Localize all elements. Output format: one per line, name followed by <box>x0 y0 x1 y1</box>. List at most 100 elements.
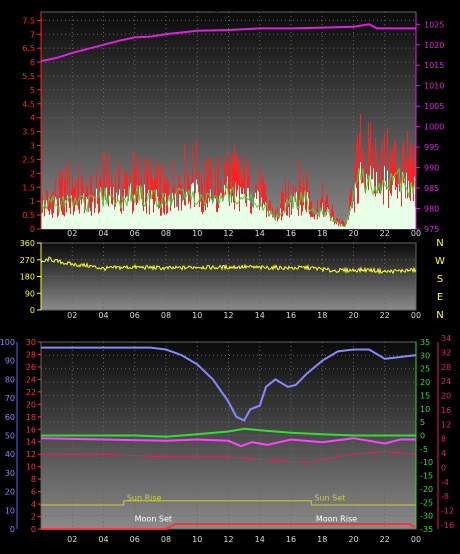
direction-tick-label: 180 <box>20 273 35 282</box>
direction-tick-label: 90 <box>25 289 35 298</box>
windspeed-tick-label: 1 <box>30 197 35 206</box>
sun-annotation: Sun Set <box>314 493 345 502</box>
windspeed-series <box>40 113 416 229</box>
time-tick-label: 10 <box>192 535 202 544</box>
windspeed-tick-label: 3 <box>30 142 35 151</box>
rain-tick-label: 20 <box>26 400 36 409</box>
rain-tick-label: 16 <box>26 425 36 434</box>
indoor-temp-line <box>41 450 417 463</box>
humidity-tick-label: 60 <box>5 413 15 422</box>
time-axis: 02 02 02 04 04 04 06 06 06 08 08 08 10 10 10 12 12 12 14 14… <box>67 229 421 544</box>
time-tick-label: 08 <box>161 535 171 544</box>
humidity-tick-label: 100 <box>0 338 15 347</box>
humidity-tick-label: 70 <box>5 394 15 403</box>
barometer-tick-label: 1015 <box>424 61 444 70</box>
barometer-tick-label: 975 <box>424 225 439 234</box>
temperature-tick-label: -10 <box>420 458 433 467</box>
dew-tick-label: -16 <box>441 521 454 530</box>
barometer-tick-label: 985 <box>424 184 439 193</box>
dew-tick-label: 34 <box>441 334 451 343</box>
temperature-tick-label: -20 <box>420 485 433 494</box>
time-tick-label: 06 <box>130 229 140 238</box>
temperature-tick-label: -35 <box>420 525 433 534</box>
rain-tick-label: 12 <box>26 450 36 459</box>
moon-annotation: Moon Set <box>135 515 172 524</box>
compass-letter: S <box>437 274 443 285</box>
humidity-tick-label: 20 <box>5 488 15 497</box>
direction-axis: 0 90 180 270 360 <box>20 239 42 315</box>
temperature-label: Temperature [°C] <box>311 322 398 333</box>
time-tick-label: 12 <box>223 535 233 544</box>
windspeed-tick-label: 1.5 <box>22 183 35 192</box>
temperature-line <box>41 427 416 438</box>
temperature-tick-label: -15 <box>420 472 433 481</box>
time-tick-label: 04 <box>98 535 108 544</box>
windspeed-tick-label: 4 <box>30 114 35 123</box>
time-tick-label: 00 <box>411 535 421 544</box>
dew-tick-label: 16 <box>441 406 451 415</box>
humidity-tick-label: 30 <box>5 469 15 478</box>
rain-tick-label: 14 <box>26 438 36 447</box>
rain-tick-label: 8 <box>31 475 36 484</box>
dew-point-line <box>40 437 416 448</box>
barometer-tick-label: 1000 <box>424 123 444 132</box>
moon-annotation: Moon Rise <box>316 515 357 524</box>
humidity-tick-label: 90 <box>5 357 15 366</box>
temperature-tick-label: 30 <box>420 351 430 360</box>
rain-tick-label: 28 <box>26 350 36 359</box>
indoor-hum-label: Indoor hum <box>121 322 179 333</box>
sun-level-line <box>41 500 416 506</box>
windspeed-tick-label: 5 <box>30 86 35 95</box>
rain-tick-label: 30 <box>26 338 36 347</box>
dew-point-label: Dew Point [°C] <box>392 322 460 333</box>
time-tick-label: 02 <box>67 535 77 544</box>
temperature-tick-label: 20 <box>420 378 430 387</box>
time-tick-label: 22 <box>380 535 390 544</box>
temperature-tick-label: 35 <box>420 338 430 347</box>
time-tick-label: 06 <box>130 535 140 544</box>
rain-tick-label: 24 <box>26 375 36 384</box>
temp-hum-series <box>40 346 417 530</box>
windspeed-tick-label: 3.5 <box>22 128 35 137</box>
time-tick-label: 14 <box>255 535 265 544</box>
barometer-tick-label: 1020 <box>424 41 444 50</box>
temperature-tick-label: 10 <box>420 405 430 414</box>
barometer-label: Barometer [hpa] <box>371 2 454 13</box>
dew-tick-label: 4 <box>441 449 446 458</box>
humidity-tick-label: 10 <box>5 506 15 515</box>
time-tick-label: 10 <box>192 229 202 238</box>
time-tick-label: 06 <box>130 311 140 320</box>
dew-tick-label: 28 <box>441 363 451 372</box>
time-tick-label: 16 <box>286 229 296 238</box>
rainfall-line <box>41 523 416 530</box>
barometer-line <box>40 23 416 63</box>
windspeed-tick-label: 6.5 <box>22 44 35 53</box>
rain-tick-label: 4 <box>31 500 36 509</box>
rain-tick-label: 18 <box>26 413 36 422</box>
humidity-tick-label: 50 <box>5 432 15 441</box>
sun-moon-annotations: Sun Rise Sun Set Moon Set Moon Rise <box>41 493 416 524</box>
time-tick-label: 02 <box>67 229 77 238</box>
time-tick-label: 08 <box>161 229 171 238</box>
temperature-tick-label: 25 <box>420 365 430 374</box>
direction-tick-label: 0 <box>30 306 35 315</box>
dew-tick-label: 32 <box>441 348 451 357</box>
time-tick-label: 14 <box>255 311 265 320</box>
time-tick-label: 10 <box>192 311 202 320</box>
time-tick-label: 18 <box>317 229 327 238</box>
windspeed-tick-label: 2.5 <box>22 155 35 164</box>
dew-tick-label: -12 <box>441 507 454 516</box>
time-tick-label: 16 <box>286 535 296 544</box>
humidity-line <box>41 346 417 422</box>
windspeed-label: Windspeed [m/s] <box>4 2 89 13</box>
temperature-tick-label: 15 <box>420 391 430 400</box>
rain-tick-label: 0 <box>31 525 36 534</box>
time-tick-label: 18 <box>317 535 327 544</box>
rain-tick-label: 22 <box>26 388 36 397</box>
dew-tick-label: 24 <box>441 377 451 386</box>
temperature-tick-label: -25 <box>420 498 433 507</box>
direction-grid <box>41 242 417 311</box>
barometer-series <box>40 23 416 63</box>
